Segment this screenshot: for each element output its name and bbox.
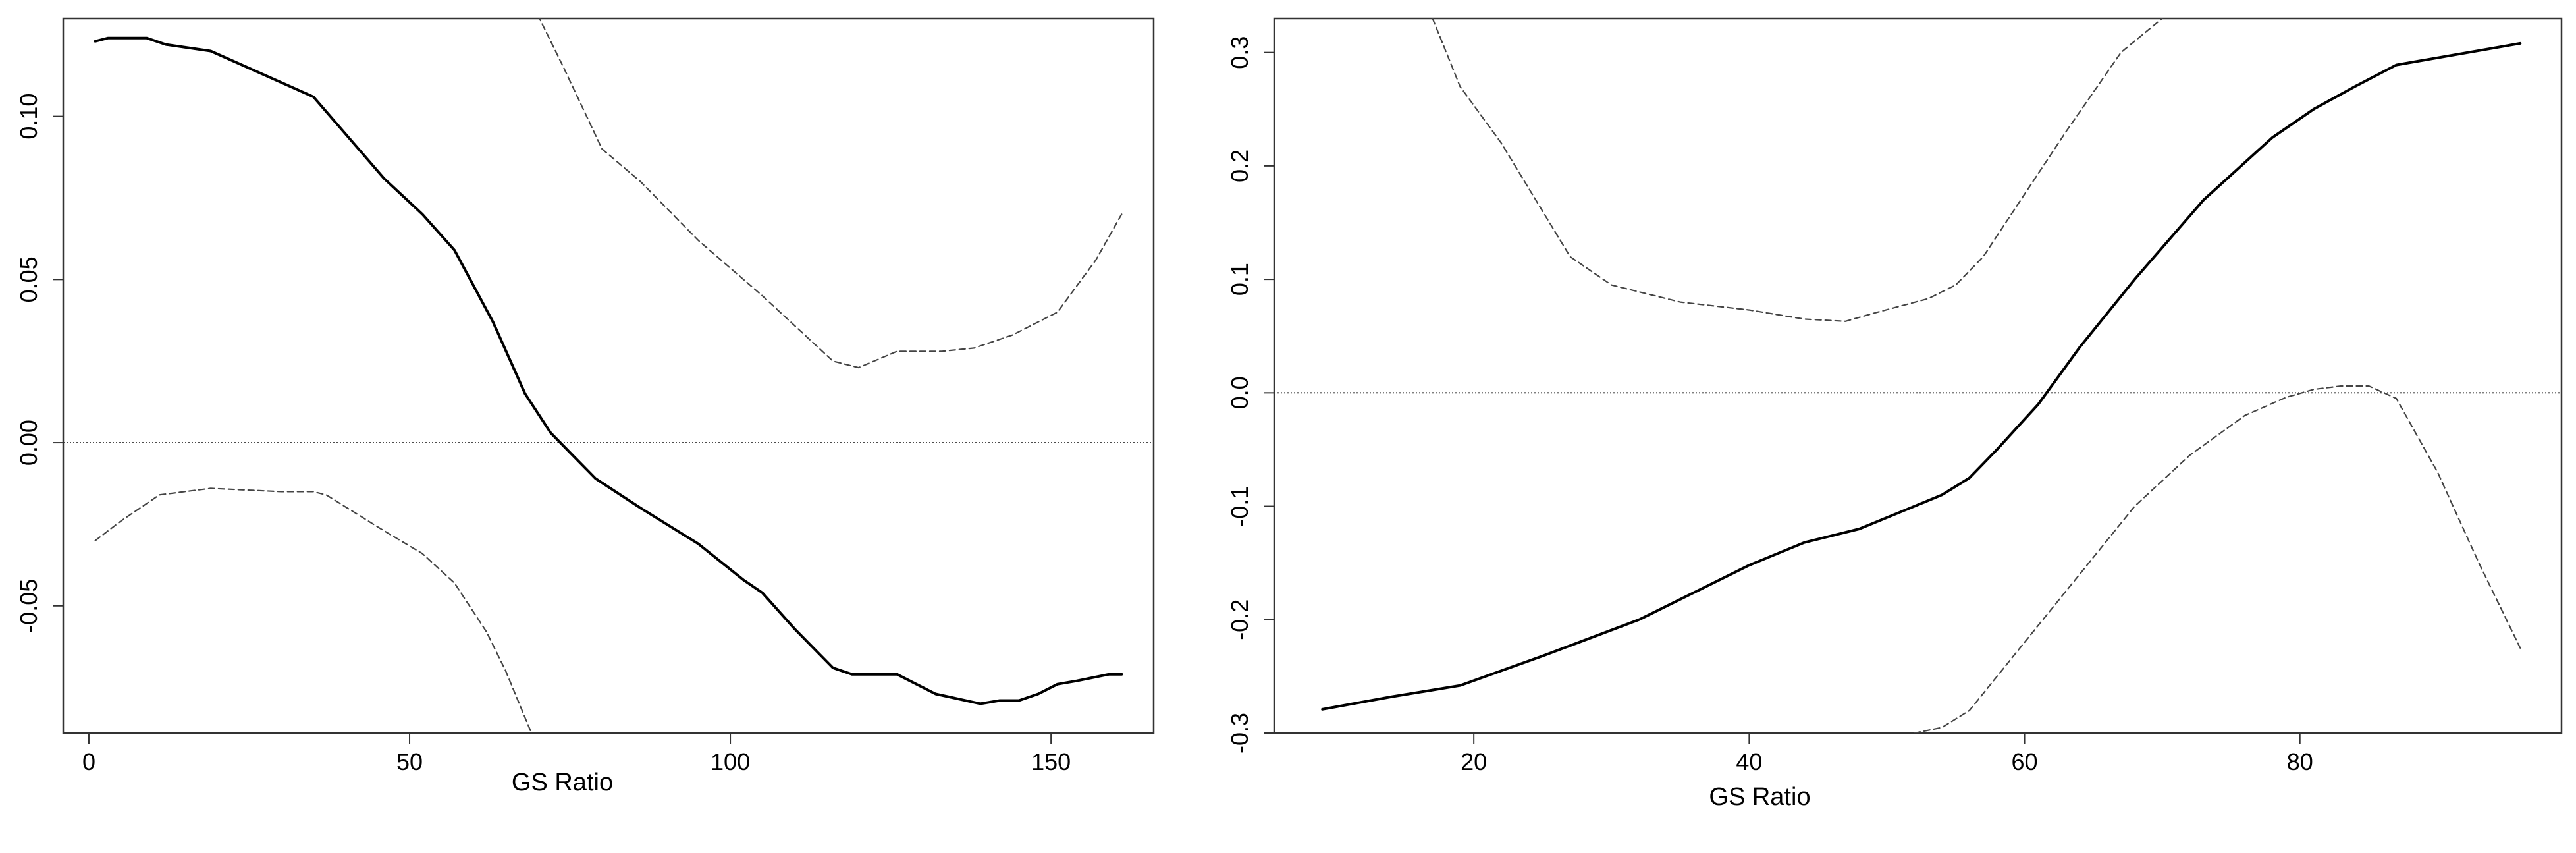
confidence-band-line <box>94 487 533 733</box>
y-tick-label: -0.3 <box>1226 713 1253 754</box>
plot-frame <box>1273 17 2563 734</box>
y-tick-label: 0.00 <box>15 420 42 466</box>
y-tick-label: 0.2 <box>1226 150 1253 182</box>
x-tick-label: 20 <box>1461 748 1487 775</box>
x-tick-label: 60 <box>2012 748 2038 775</box>
y-tick-label: -0.2 <box>1226 599 1253 640</box>
x-tick-label: 80 <box>2287 748 2313 775</box>
x-axis-title: GS Ratio <box>1709 783 1810 811</box>
plot-frame <box>62 17 1155 734</box>
x-tick-label: 100 <box>711 748 750 775</box>
y-tick-label: -0.05 <box>15 579 42 633</box>
y-tick-label: 0.3 <box>1226 36 1253 69</box>
y-tick-label: 0.1 <box>1226 263 1253 296</box>
x-tick-label: 50 <box>396 748 423 775</box>
confidence-band-line <box>1432 18 2163 322</box>
right-chart-panel: 20 40 60 80 -0.3 -0.2 -0.1 0.0 0.1 0.2 0.3 GS Ratio <box>1226 17 2563 811</box>
x-tick-label: 0 <box>82 748 95 775</box>
y-tick-label: 0.10 <box>15 94 42 140</box>
y-tick-label: -0.1 <box>1226 486 1253 527</box>
estimate-line <box>1321 41 2522 711</box>
estimate-line <box>94 36 1123 705</box>
y-tick-label: 0.05 <box>15 256 42 302</box>
confidence-band-line <box>1914 385 2521 733</box>
x-tick-label: 40 <box>1736 748 1762 775</box>
confidence-band-line <box>539 18 1123 369</box>
x-axis-title: GS Ratio <box>512 769 613 796</box>
x-tick-label: 150 <box>1031 748 1071 775</box>
left-chart-panel: 0 50 100 150 -0.05 0.00 0.05 0.10 GS Ratio <box>15 17 1155 796</box>
y-tick-label: 0.0 <box>1226 376 1253 409</box>
